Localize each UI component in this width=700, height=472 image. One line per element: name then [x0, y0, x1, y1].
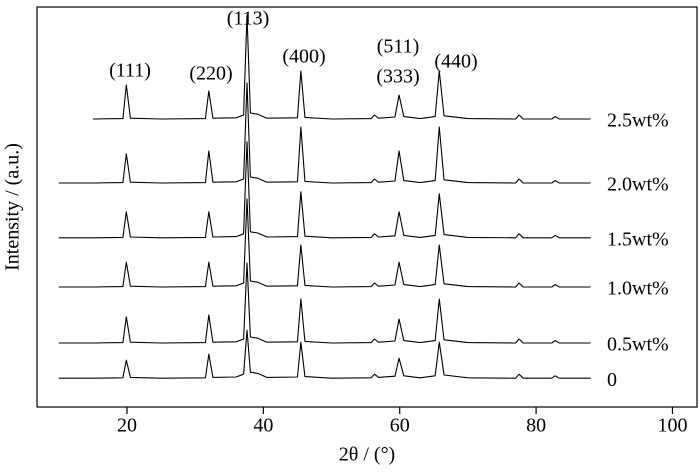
series-label: 0.5wt% — [607, 334, 669, 356]
peak-label: (111) — [109, 60, 151, 82]
series-label: 2.0wt% — [607, 174, 669, 196]
series-label: 1.0wt% — [607, 278, 669, 300]
peak-label: (440) — [434, 51, 477, 73]
peak-label: (400) — [282, 46, 325, 68]
series-line — [92, 14, 591, 120]
peak-label: (333) — [376, 66, 419, 88]
series-label: 1.5wt% — [607, 228, 669, 250]
series-line — [58, 198, 591, 288]
x-tick-label: 40 — [253, 415, 273, 437]
series-label: 2.5wt% — [607, 110, 669, 132]
peak-label: (220) — [189, 63, 232, 85]
series-label: 0 — [607, 369, 617, 391]
series-line — [58, 141, 591, 239]
plot-frame — [36, 6, 698, 408]
x-tick-label: 20 — [117, 415, 137, 437]
series-line — [58, 82, 591, 184]
peak-label: (511) — [377, 36, 420, 58]
x-tick-label: 100 — [657, 415, 687, 437]
y-axis-label: Intensity / (a.u.) — [2, 143, 24, 271]
series-line — [58, 329, 591, 379]
x-axis-label: 2θ / (°) — [339, 444, 395, 466]
x-tick-label: 80 — [526, 415, 546, 437]
series-line — [58, 262, 591, 344]
x-tick-label: 60 — [390, 415, 410, 437]
peak-label: (113) — [227, 8, 270, 30]
